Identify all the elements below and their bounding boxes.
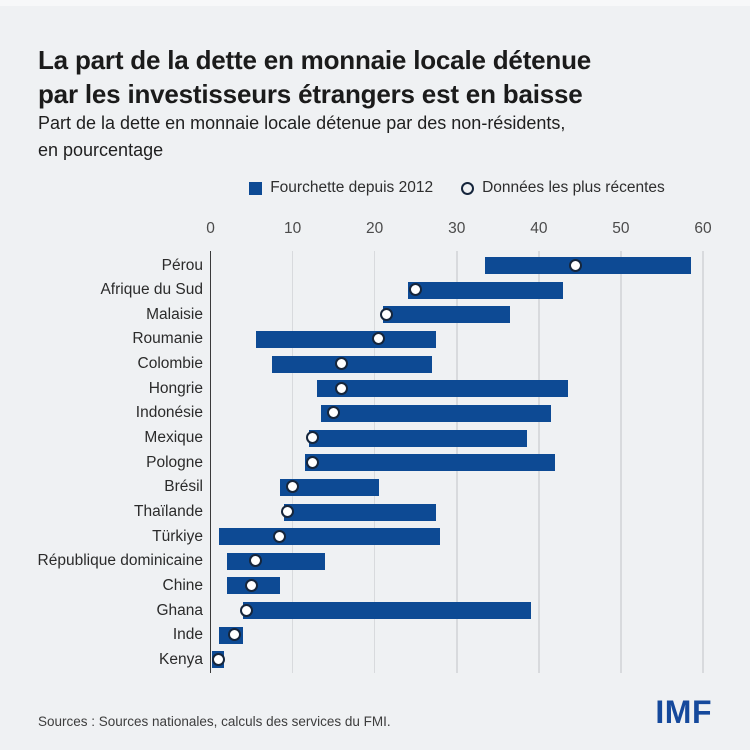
country-label: Indonésie <box>135 404 203 422</box>
range-bar <box>407 281 564 299</box>
chart-subtitle: Part de la dette en monnaie locale déten… <box>38 110 728 164</box>
country-label: Türkiye <box>152 527 203 545</box>
country-label: Pologne <box>146 453 203 471</box>
country-label: Thaïlande <box>134 503 203 520</box>
range-bar <box>304 454 556 472</box>
range-bar <box>255 330 437 348</box>
country-label: Afrique du Sud <box>100 281 203 299</box>
country-label: Roumanie <box>132 330 203 348</box>
x-tick-label: 10 <box>283 220 302 237</box>
y-axis-line <box>209 251 212 673</box>
imf-logo: IMF <box>655 694 712 730</box>
recent-data-marker <box>334 357 348 371</box>
recent-data-marker <box>228 628 242 642</box>
chart-subtitle-line2: en pourcentage <box>38 140 164 160</box>
recent-data-marker <box>244 578 258 592</box>
range-bar <box>272 355 433 373</box>
recent-data-marker <box>371 332 385 346</box>
recent-data-marker <box>568 258 582 272</box>
country-label: Mexique <box>144 429 203 447</box>
recent-data-marker <box>408 283 422 297</box>
x-tick-label: 0 <box>206 220 215 237</box>
recent-data-marker <box>281 505 295 518</box>
recent-data-marker <box>248 554 262 568</box>
legend-item-range: Fourchette depuis 2012 <box>249 179 433 197</box>
country-label: Malaisie <box>146 305 203 323</box>
recent-data-marker <box>306 431 320 445</box>
recent-data-marker <box>306 455 320 469</box>
gridline <box>620 251 622 673</box>
range-swatch-icon <box>249 181 263 195</box>
range-bar <box>321 404 552 422</box>
range-bar <box>284 503 437 521</box>
recent-data-marker <box>285 480 299 494</box>
sources-note: Sources : Sources nationales, calculs de… <box>38 714 391 729</box>
range-bar <box>485 257 691 274</box>
recent-data-marker <box>326 406 340 420</box>
country-label: Hongrie <box>148 379 203 397</box>
country-label: Chine <box>162 576 204 594</box>
country-label: Inde <box>172 626 203 644</box>
recent-data-marker <box>211 652 225 666</box>
chart-subtitle-line1: Part de la dette en monnaie locale déten… <box>38 113 566 133</box>
gridline <box>702 251 704 673</box>
range-bar <box>280 478 379 496</box>
country-label: Kenya <box>159 650 203 668</box>
country-label: Pérou <box>161 256 203 274</box>
country-label: République dominicaine <box>37 552 203 570</box>
chart-title-line2: par les investisseurs étrangers est en b… <box>38 79 583 110</box>
range-bar <box>309 429 527 447</box>
recent-data-marker <box>379 307 393 321</box>
range-bar <box>243 602 531 620</box>
range-bar <box>317 380 568 398</box>
recent-data-marker <box>240 603 254 617</box>
x-tick-label: 60 <box>694 220 712 237</box>
legend-item-recent: Données les plus récentes <box>461 179 665 197</box>
x-tick-label: 50 <box>612 220 630 237</box>
country-label: Colombie <box>137 355 203 373</box>
recent-data-marker <box>273 529 287 543</box>
legend-recent-label: Données les plus récentes <box>482 179 665 196</box>
recent-data-marker <box>334 381 348 395</box>
recent-circle-icon <box>461 181 475 195</box>
country-label: Brésil <box>164 478 203 496</box>
x-tick-label: 20 <box>366 220 384 237</box>
chart-title: La part de la dette en monnaie locale dé… <box>38 43 728 111</box>
chart-title-line1: La part de la dette en monnaie locale dé… <box>38 45 592 76</box>
range-bar <box>218 528 441 546</box>
x-tick-label: 30 <box>448 220 466 237</box>
legend-range-label: Fourchette depuis 2012 <box>270 179 434 196</box>
top-highlight-strip <box>0 0 750 6</box>
gridline <box>291 251 294 673</box>
country-label: Ghana <box>156 601 203 619</box>
range-bar <box>382 306 511 324</box>
chart-legend: Fourchette depuis 2012 Données les plus … <box>210 177 704 199</box>
range-bar <box>226 552 326 570</box>
x-tick-label: 40 <box>530 220 548 237</box>
